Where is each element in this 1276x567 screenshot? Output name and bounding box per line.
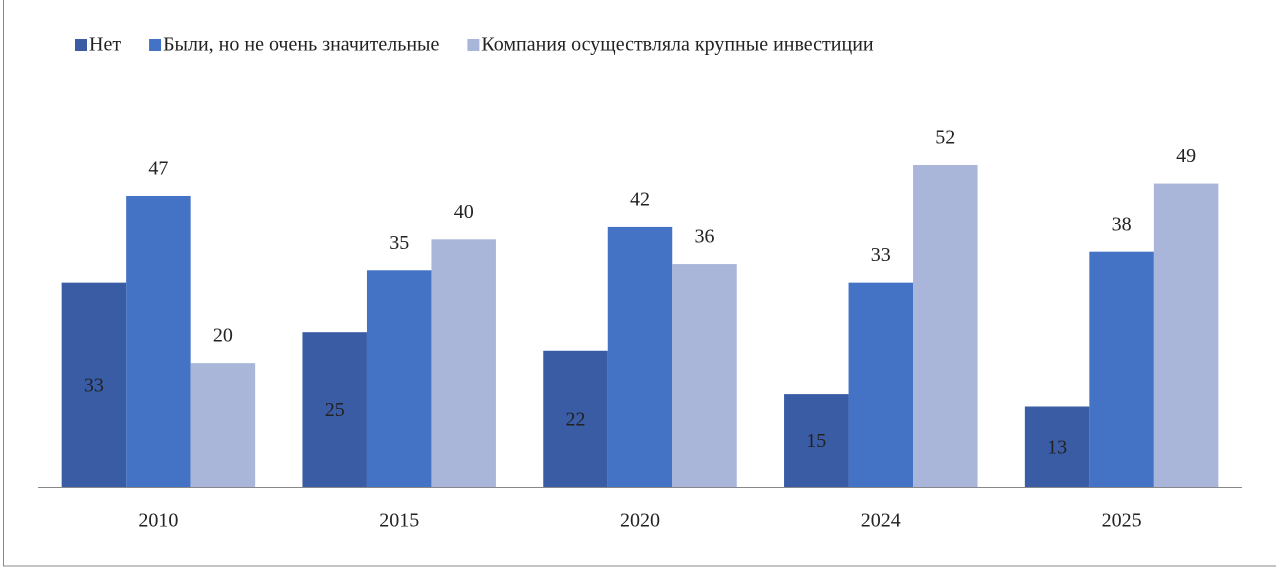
data-label: 20 bbox=[213, 325, 233, 347]
bar bbox=[543, 350, 608, 487]
legend-label: Компания осуществляла крупные инвестиции bbox=[481, 34, 874, 56]
x-tick-label: 2024 bbox=[861, 510, 901, 532]
data-label: 36 bbox=[695, 226, 715, 248]
x-tick-label: 2025 bbox=[1102, 510, 1142, 532]
bar bbox=[61, 282, 127, 487]
data-label: 42 bbox=[630, 189, 650, 211]
data-label: 47 bbox=[148, 158, 168, 180]
data-label: 25 bbox=[325, 399, 345, 421]
legend-label: Были, но не очень значительные bbox=[163, 34, 439, 56]
x-tick-label: 2010 bbox=[138, 510, 178, 532]
bar bbox=[302, 332, 367, 487]
legend-label: Нет bbox=[89, 34, 121, 56]
data-label: 49 bbox=[1176, 145, 1196, 167]
data-label: 33 bbox=[871, 244, 891, 266]
data-label: 38 bbox=[1112, 213, 1132, 235]
legend-swatch bbox=[75, 39, 87, 51]
bar bbox=[190, 363, 256, 487]
bar bbox=[784, 394, 849, 487]
x-tick-label: 2020 bbox=[620, 510, 660, 532]
bar bbox=[1153, 183, 1219, 488]
data-label: 52 bbox=[935, 127, 955, 149]
bar bbox=[431, 239, 496, 487]
bar bbox=[607, 226, 673, 487]
legend-swatch bbox=[149, 39, 162, 51]
data-label: 40 bbox=[454, 201, 474, 223]
data-label: 15 bbox=[806, 430, 826, 452]
data-label: 13 bbox=[1047, 436, 1067, 458]
data-label: 22 bbox=[566, 408, 586, 430]
bar bbox=[1089, 251, 1154, 487]
bar bbox=[672, 264, 737, 487]
data-label: 35 bbox=[389, 232, 409, 254]
data-label: 33 bbox=[84, 374, 104, 396]
legend-swatch bbox=[467, 39, 480, 51]
bar bbox=[913, 165, 978, 487]
bar bbox=[1024, 406, 1090, 487]
bar bbox=[848, 282, 914, 487]
x-tick-label: 2015 bbox=[379, 510, 419, 532]
frame bbox=[3, 0, 1276, 567]
bar bbox=[366, 270, 432, 487]
bar bbox=[126, 195, 191, 487]
